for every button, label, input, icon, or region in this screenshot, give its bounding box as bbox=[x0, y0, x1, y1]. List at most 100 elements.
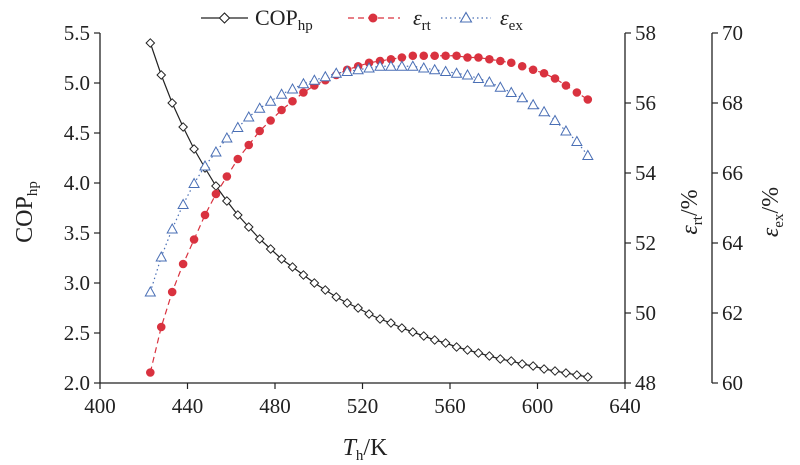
y-axis-left-ticks: 2.0 2.5 3.0 3.5 4.0 4.5 5.0 5.5 bbox=[64, 21, 100, 395]
data-point-ex bbox=[406, 60, 419, 71]
data-point-rt bbox=[583, 95, 593, 104]
data-point-ex bbox=[199, 159, 211, 171]
data-point-rt bbox=[156, 322, 166, 332]
data-point-ex bbox=[177, 198, 189, 209]
y-tick-label: 56 bbox=[635, 91, 656, 115]
data-point-rt bbox=[146, 368, 155, 377]
data-point-cop bbox=[265, 244, 276, 254]
data-point-ex bbox=[330, 67, 343, 78]
data-point-cop bbox=[309, 278, 320, 288]
data-point-rt bbox=[386, 54, 396, 64]
x-axis: 400 440 480 520 560 600 640 Th/K bbox=[84, 382, 641, 464]
data-point-ex bbox=[494, 81, 507, 92]
data-point-ex bbox=[516, 91, 529, 103]
data-point-rt bbox=[288, 96, 297, 106]
x-tick-label: 400 bbox=[84, 394, 116, 418]
x-tick-label: 520 bbox=[347, 394, 379, 418]
data-point-cop bbox=[342, 298, 353, 308]
legend-label-rt: εrt bbox=[413, 5, 432, 34]
y-tick-label: 5.0 bbox=[64, 71, 90, 95]
data-point-cop bbox=[254, 234, 265, 244]
data-point-cop bbox=[429, 335, 440, 345]
data-point-rt bbox=[419, 51, 429, 61]
x-tick-label: 440 bbox=[172, 394, 204, 418]
y-axis-left: 2.0 2.5 3.0 3.5 4.0 4.5 5.0 5.5 COPhp bbox=[12, 21, 101, 395]
data-point-rt bbox=[200, 210, 210, 220]
series-right2 bbox=[144, 60, 594, 297]
data-point-rt bbox=[572, 88, 582, 97]
data-point-ex bbox=[374, 60, 386, 71]
data-point-cop bbox=[506, 356, 517, 366]
data-point-ex bbox=[319, 70, 332, 82]
data-point-ex bbox=[286, 82, 299, 94]
y-tick-label: 68 bbox=[722, 91, 743, 115]
series-layer bbox=[144, 38, 594, 382]
y-tick-label: 48 bbox=[635, 371, 656, 395]
data-point-rt bbox=[561, 81, 571, 90]
data-point-rt bbox=[408, 51, 418, 61]
data-point-ex bbox=[483, 75, 496, 87]
data-point-rt bbox=[506, 58, 516, 68]
data-point-rt bbox=[550, 74, 560, 83]
data-point-cop bbox=[167, 98, 178, 108]
y-axis-right2-title: εex/% bbox=[758, 187, 787, 237]
data-point-ex bbox=[396, 60, 408, 71]
legend-marker-ex bbox=[459, 11, 473, 23]
legend-marker-rt bbox=[368, 13, 378, 23]
y-tick-label: 2.0 bbox=[64, 371, 90, 395]
data-point-rt bbox=[539, 68, 549, 78]
data-point-cop bbox=[495, 354, 506, 364]
series-right1 bbox=[146, 51, 593, 377]
y-tick-label: 70 bbox=[722, 21, 743, 45]
y-tick-label: 4.5 bbox=[64, 121, 90, 145]
y-tick-label: 5.5 bbox=[64, 21, 90, 45]
data-point-rt bbox=[233, 154, 243, 164]
y-tick-label: 58 bbox=[635, 21, 656, 45]
data-point-cop bbox=[156, 70, 167, 80]
y-tick-label: 52 bbox=[635, 231, 656, 255]
data-point-cop bbox=[473, 348, 484, 358]
legend-entry-cop: COPhp bbox=[201, 5, 313, 34]
data-point-rt bbox=[496, 56, 505, 66]
data-point-cop bbox=[331, 292, 342, 302]
data-point-rt bbox=[474, 53, 483, 62]
data-point-ex bbox=[221, 131, 233, 143]
data-point-ex bbox=[242, 110, 255, 122]
data-point-cop bbox=[440, 338, 451, 348]
data-point-cop bbox=[287, 262, 298, 272]
data-point-ex bbox=[439, 65, 452, 76]
data-point-rt bbox=[178, 259, 188, 269]
y-axis-right2: 60 62 64 66 68 70 εex/% bbox=[711, 21, 787, 395]
data-point-rt bbox=[463, 53, 472, 62]
data-point-ex bbox=[155, 250, 168, 262]
data-point-ex bbox=[253, 102, 266, 113]
data-point-ex bbox=[275, 88, 288, 99]
data-point-cop bbox=[418, 331, 429, 341]
data-point-rt bbox=[255, 126, 264, 136]
data-point-rt bbox=[222, 172, 232, 181]
data-point-rt bbox=[211, 189, 221, 199]
data-point-cop bbox=[571, 370, 582, 380]
data-point-cop bbox=[539, 364, 549, 374]
data-point-cop bbox=[221, 196, 232, 206]
y-tick-label: 66 bbox=[722, 161, 743, 185]
y-tick-label: 62 bbox=[722, 301, 743, 325]
data-point-cop bbox=[517, 359, 528, 369]
y-tick-label: 60 bbox=[722, 371, 743, 395]
data-point-ex bbox=[166, 222, 179, 234]
data-point-cop bbox=[396, 323, 407, 333]
data-point-rt bbox=[517, 61, 527, 71]
data-point-cop bbox=[298, 270, 309, 280]
legend-entry-rt: εrt bbox=[348, 5, 432, 34]
data-point-ex bbox=[428, 63, 441, 75]
data-point-cop bbox=[353, 303, 364, 313]
y-axis-right1-ticks: 48 50 52 54 56 58 bbox=[625, 21, 657, 395]
data-point-ex bbox=[461, 68, 474, 80]
y-tick-label: 50 bbox=[635, 301, 656, 325]
data-point-ex bbox=[188, 177, 200, 188]
legend-label-cop: COPhp bbox=[255, 5, 313, 34]
data-point-ex bbox=[571, 135, 583, 146]
data-point-cop bbox=[375, 314, 385, 324]
x-axis-title: Th/K bbox=[343, 435, 389, 464]
